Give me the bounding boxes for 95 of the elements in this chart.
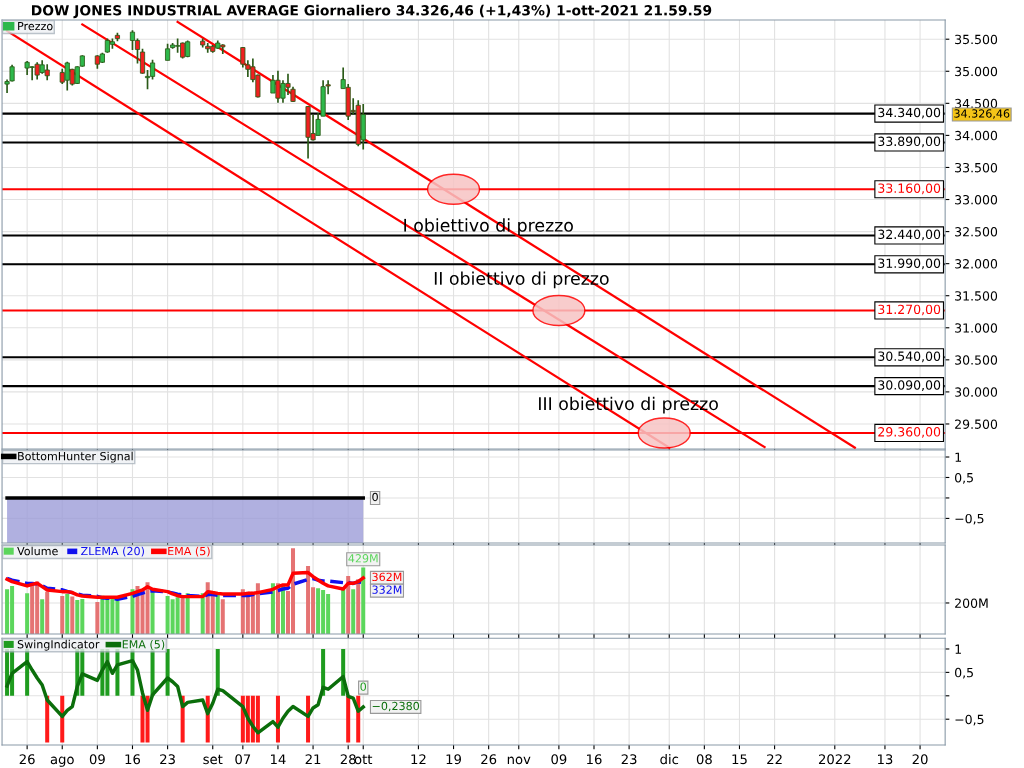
x-tick-label: set [203,754,223,765]
legend-label: ZLEMA (20) [81,546,144,557]
y-tick-label: 33.500 [955,162,998,173]
ref-line-label: 34.340,00 [878,107,941,119]
x-tick-label: 07 [235,754,251,765]
x-tick-label: 12 [411,754,426,765]
y-tick-label: 1 [955,452,961,462]
x-tick-label: 14 [271,754,286,765]
ref-line-label: 31.270,00 [878,304,941,316]
y-tick-label: 35.000 [955,66,998,77]
bar [65,593,70,634]
y-tick-label: 34.000 [955,130,998,141]
y-tick-label: −0,5 [955,513,984,525]
x-tick-label: ott [354,754,373,765]
x-tick-label: 23 [160,754,175,765]
y-tick-label: 30.500 [955,355,998,365]
x-tick-label: ago [50,756,74,767]
ref-line-label: 30.090,00 [878,380,941,392]
bar [255,583,260,634]
y-tick-label: 30.000 [955,387,998,397]
data-label: 0 [372,492,378,502]
text: EMA (5) [168,546,210,557]
text: 34.326,46 [954,109,1010,119]
ref-line-label: 32.440,00 [878,229,941,241]
legend-label: SwingIndicator [17,639,100,651]
bar [356,579,361,634]
bar [316,588,321,634]
x-tick-label: 26 [19,754,35,765]
x-tick-label: 20 [912,754,928,765]
bar [306,565,311,634]
y-tick-label: 0,5 [955,667,973,679]
x-tick-label: 23 [621,754,637,765]
x-tick-label: 19 [446,754,461,765]
legend-label: Volume [17,546,58,556]
data-label: 0 [360,682,367,691]
bar [351,589,356,634]
bar [25,593,30,634]
legend-label: Prezzo [18,21,53,31]
y-tick-label: 29.500 [955,419,998,429]
legend-label: EMA (5) [122,639,165,650]
x-tick-label: nov [507,756,531,765]
candlestick [129,29,136,51]
bar [145,582,150,634]
x-tick-label: 09 [89,754,105,765]
data-label: 362M [372,572,402,582]
bar [75,600,80,634]
y-tick-label: −0,5 [955,714,984,726]
y-tick-label: 32.500 [955,227,998,237]
bar [95,602,100,634]
bar [220,599,225,634]
x-tick-label: 16 [587,754,602,765]
bar [5,589,10,634]
ref-line-label: 33.160,00 [878,183,941,195]
bar [346,575,351,634]
bar [45,591,50,634]
data-label: 429M [348,554,378,563]
bar [150,591,155,634]
y-tick-label: 0,5 [955,472,973,484]
legend-label: BottomHunter Signal [18,451,133,463]
bar [341,589,346,634]
x-tick-label: 26 [481,754,497,765]
y-tick-label: 31.000 [955,323,998,333]
y-tick-label: 32.000 [955,259,998,269]
x-tick-label: 22 [767,754,782,765]
x-tick-label: 28 [340,754,356,765]
x-tick-label: 08 [696,754,712,765]
ref-line-label: 33.890,00 [878,136,941,148]
y-tick-label: 35.500 [955,34,998,45]
x-tick-label: dic [660,753,679,765]
bar [70,596,75,634]
ref-line-label: 31.990,00 [878,258,941,270]
y-tick-label: 1 [955,644,961,654]
y-tick-label: 200M [955,598,988,608]
x-tick-label: 2022 [818,754,851,765]
x-tick-label: 09 [551,754,567,765]
candlestick [139,47,146,75]
chart-title: DOW JONES INDUSTRIAL AVERAGE Giornaliero 34.326,46 (+1,43%) 1-ott-2021 21.59.59 [32,4,712,19]
bar [175,597,180,634]
bar [215,593,220,634]
data-label: 332M [372,585,402,594]
x-tick-label: 13 [878,754,893,765]
ref-line-label: 30.540,00 [878,351,941,363]
ref-line-label: 29.360,00 [878,427,941,438]
bar [40,599,45,634]
line-series [5,658,365,735]
x-tick-label: 15 [732,754,747,765]
x-tick-label: 21 [305,754,321,765]
candlestick [149,58,156,81]
bar [60,595,65,634]
bar [361,567,366,634]
data-label: −0,2380 [372,701,420,712]
y-tick-label: 31.500 [955,291,998,301]
y-tick-label: 34.500 [955,98,998,109]
y-tick-label: 33.000 [955,194,998,205]
x-tick-label: 16 [125,754,141,765]
